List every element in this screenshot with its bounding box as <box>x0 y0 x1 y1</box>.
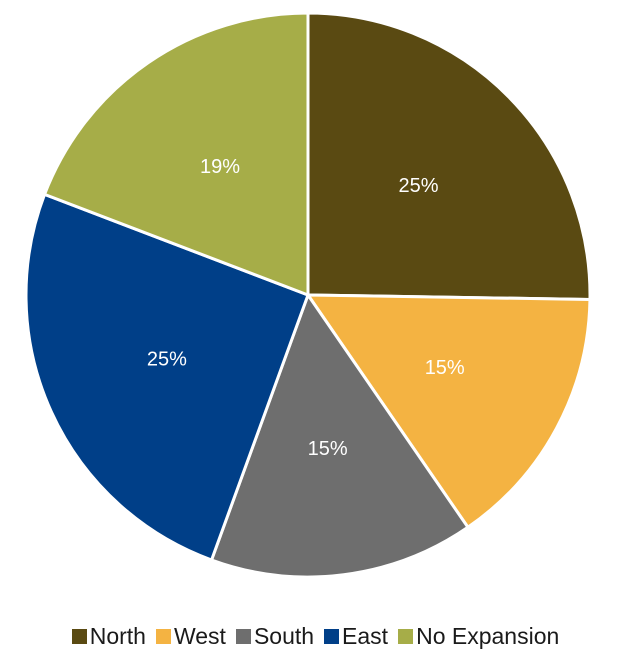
legend-label: South <box>253 622 315 649</box>
legend-swatch <box>398 628 414 644</box>
data-label-no-expansion: 19% <box>200 156 240 178</box>
chart-legend: North West South East No Expansion <box>0 620 631 652</box>
legend-label: West <box>173 622 226 649</box>
legend-item-no-expansion: No Expansion <box>398 623 559 650</box>
pie-slice-south <box>210 293 470 579</box>
data-label-south: 15% <box>308 438 348 460</box>
legend-swatch <box>235 628 251 644</box>
pie-slice-no-expansion <box>43 11 310 297</box>
pie-slice-north <box>306 11 592 301</box>
legend-swatch <box>324 628 340 644</box>
legend-item-south: South <box>235 622 315 650</box>
legend-label: North <box>89 622 146 649</box>
legend-swatch <box>71 628 87 644</box>
data-label-east: 25% <box>147 348 187 370</box>
legend-item-west: West <box>155 622 226 650</box>
data-label-west: 15% <box>425 357 465 379</box>
data-label-north: 25% <box>399 175 439 197</box>
pie-slice-west <box>306 293 592 529</box>
pie-chart: 25% 15% 15% 25% 19% <box>24 11 592 579</box>
legend-item-east: East <box>324 623 388 650</box>
legend-label: No Expansion <box>416 622 560 649</box>
pie-slice-east <box>24 192 310 562</box>
legend-item-north: North <box>71 622 146 650</box>
legend-swatch <box>155 628 171 644</box>
legend-label: East <box>342 622 389 649</box>
